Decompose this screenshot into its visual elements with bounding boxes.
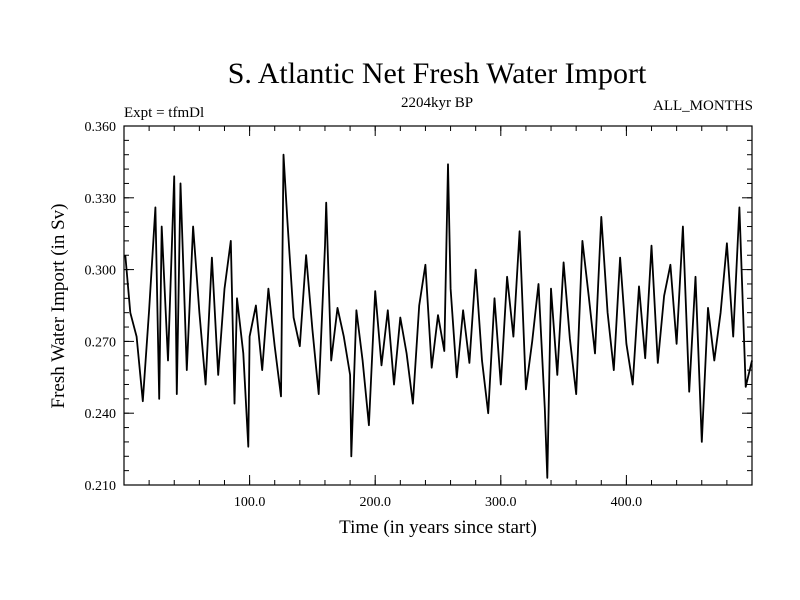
period-label: ALL_MONTHS bbox=[653, 98, 753, 114]
chart-subtitle: 2204kyr BP bbox=[401, 95, 473, 111]
y-axis-label: Fresh Water Import (in Sv) bbox=[48, 204, 69, 409]
x-tick-label: 200.0 bbox=[359, 495, 391, 510]
series-line-fresh-water-import bbox=[124, 153, 753, 479]
experiment-label: Expt = tfmDl bbox=[124, 105, 204, 121]
chart-title: S. Atlantic Net Fresh Water Import bbox=[228, 57, 647, 90]
plot-frame bbox=[123, 125, 753, 486]
y-tick-label: 0.300 bbox=[85, 264, 117, 279]
x-tick-label: 300.0 bbox=[485, 495, 517, 510]
x-tick-label: 100.0 bbox=[234, 495, 266, 510]
y-tick-label: 0.240 bbox=[85, 407, 117, 422]
x-tick-label: 400.0 bbox=[611, 495, 643, 510]
y-tick-label: 0.330 bbox=[85, 192, 117, 207]
axis-tick-labels: 100.0 200.0 300.0 400.0 0.210 0.240 0.270 0.300… bbox=[85, 120, 643, 510]
y-tick-label: 0.210 bbox=[85, 479, 117, 494]
y-tick-label: 0.360 bbox=[85, 120, 117, 135]
y-tick-label: 0.270 bbox=[85, 335, 117, 350]
x-axis-label: Time (in years since start) bbox=[339, 517, 537, 538]
